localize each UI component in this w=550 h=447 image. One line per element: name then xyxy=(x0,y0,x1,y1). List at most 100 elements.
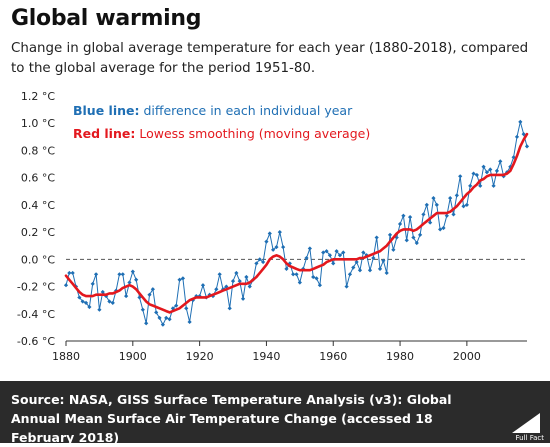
x-tick-label: 1980 xyxy=(386,350,414,363)
annual-point xyxy=(448,195,453,201)
footer: Source: NASA, GISS Surface Temperature A… xyxy=(0,381,550,445)
annual-point xyxy=(244,274,249,280)
annual-point xyxy=(277,230,282,235)
legend-blue-label: Blue line: xyxy=(73,103,140,118)
logo-text: Full Fact xyxy=(515,434,544,442)
annual-point xyxy=(498,159,503,164)
annual-point xyxy=(70,270,75,276)
smooth-series xyxy=(64,132,529,314)
annual-point xyxy=(347,272,353,277)
annual-point xyxy=(77,295,82,300)
annual-point xyxy=(254,261,259,266)
annual-point xyxy=(184,306,189,311)
annual-point xyxy=(304,255,309,261)
legend-blue-text: difference in each individual year xyxy=(140,103,354,118)
annual-point xyxy=(103,293,109,299)
annual-point xyxy=(247,284,252,289)
annual-point xyxy=(384,270,389,276)
annual-point xyxy=(174,303,179,308)
annual-point xyxy=(324,249,329,254)
y-tick-label: -0.6 °C xyxy=(17,335,55,348)
annual-point xyxy=(167,317,172,322)
annual-point xyxy=(147,292,152,297)
annual-point xyxy=(164,315,169,320)
annual-point xyxy=(518,119,523,124)
annual-point xyxy=(331,261,336,266)
y-axis: -0.6 °C -0.4 °C -0.2 °C 0.0 °C 0.2 °C 0.4 °C 0… xyxy=(17,90,55,348)
annual-point xyxy=(217,272,222,277)
annual-point xyxy=(481,164,486,169)
annual-point xyxy=(63,283,69,288)
source-note: Source: NASA, GISS Surface Temperature A… xyxy=(11,390,481,447)
annual-point xyxy=(421,212,426,217)
annual-point xyxy=(200,283,206,288)
annual-point xyxy=(224,284,229,289)
x-tick-label: 1940 xyxy=(252,350,280,363)
x-tick-label: 1960 xyxy=(319,350,347,363)
source-label: Source: xyxy=(11,392,65,407)
smoothed-line xyxy=(64,132,529,314)
annual-point xyxy=(127,280,132,285)
legend-blue: Blue line: difference in each individual… xyxy=(73,103,353,118)
legend: Blue line: difference in each individual… xyxy=(73,103,370,141)
annual-point xyxy=(344,284,349,289)
annual-point xyxy=(214,287,219,292)
annual-point xyxy=(317,283,322,288)
annual-point xyxy=(431,195,436,201)
temperature-chart: -0.6 °C -0.4 °C -0.2 °C 0.0 °C 0.2 °C 0.4 °C 0… xyxy=(17,90,530,363)
annual-point xyxy=(474,172,479,178)
annual-point xyxy=(227,306,232,311)
chart-title: Global warming xyxy=(11,6,202,31)
annual-point xyxy=(508,164,513,169)
annual-point xyxy=(297,280,302,285)
annual-point xyxy=(154,310,159,315)
annual-point xyxy=(90,281,95,286)
x-tick-label: 1880 xyxy=(52,350,80,363)
annual-point xyxy=(327,253,333,258)
annual-point xyxy=(488,167,493,172)
legend-red-label: Red line: xyxy=(73,126,135,141)
annual-point xyxy=(307,246,312,251)
annual-point xyxy=(341,250,346,255)
annual-point xyxy=(337,253,343,258)
annual-point xyxy=(381,258,386,263)
annual-point xyxy=(267,231,272,236)
annual-point xyxy=(434,202,439,207)
annual-point xyxy=(264,239,269,244)
annual-line xyxy=(65,121,528,326)
annual-point xyxy=(120,272,125,277)
annual-point xyxy=(444,213,449,218)
annual-point xyxy=(274,244,279,250)
x-tick-label: 1920 xyxy=(186,350,214,363)
annual-point xyxy=(367,268,373,273)
annual-point xyxy=(354,259,359,265)
annual-point xyxy=(391,247,396,252)
annual-point xyxy=(321,250,326,255)
annual-point xyxy=(411,235,416,240)
annual-point xyxy=(418,232,423,237)
y-tick-label: 1.0 °C xyxy=(21,117,55,130)
y-tick-label: 0.0 °C xyxy=(21,253,55,266)
annual-point xyxy=(397,221,403,227)
annual-point xyxy=(387,232,393,237)
annual-point xyxy=(180,276,186,281)
annual-point xyxy=(117,272,122,277)
annual-point xyxy=(157,315,162,320)
annual-point xyxy=(107,299,112,304)
annual-point xyxy=(140,307,145,312)
annual-point xyxy=(494,168,500,173)
annual-point xyxy=(471,171,476,176)
annual-point xyxy=(491,183,496,188)
y-tick-label: 0.4 °C xyxy=(21,199,55,212)
annual-point xyxy=(374,235,379,240)
annual-point xyxy=(311,274,316,280)
annual-point xyxy=(160,322,165,327)
annual-point xyxy=(234,270,239,276)
annual-point xyxy=(284,266,289,271)
annual-point xyxy=(464,202,469,207)
x-tick-label: 1900 xyxy=(119,350,147,363)
annual-point xyxy=(521,132,526,137)
y-tick-label: -0.2 °C xyxy=(17,281,55,294)
source-text: NASA, GISS Surface Temperature Analysis … xyxy=(11,392,452,445)
annual-point xyxy=(484,170,490,175)
